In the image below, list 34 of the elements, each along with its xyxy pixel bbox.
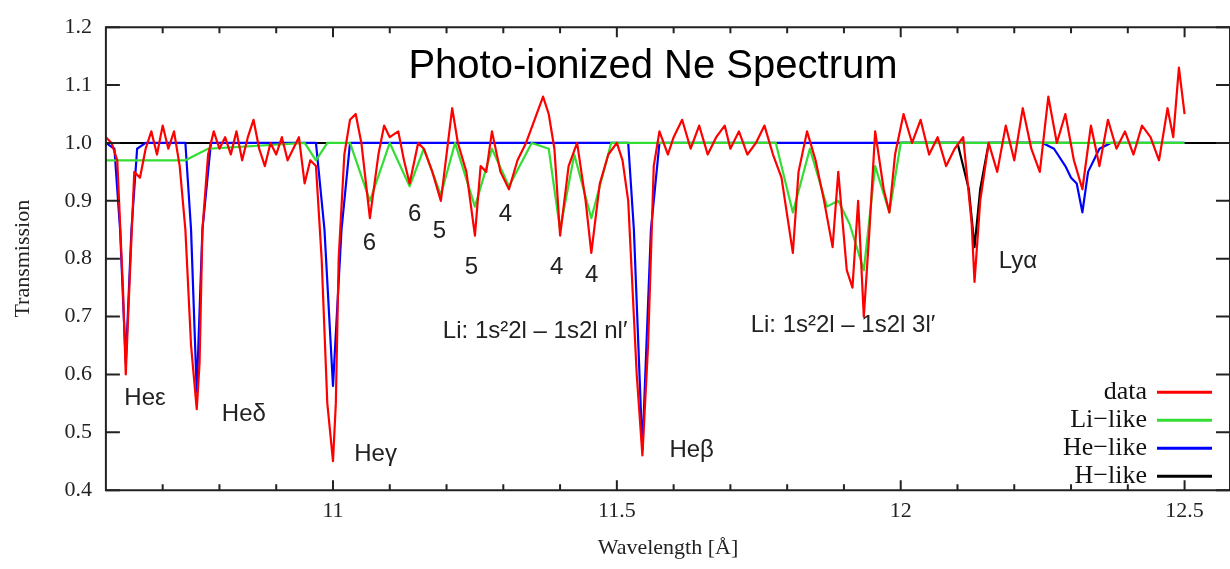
annotation: Li: 1s²2l – 1s2l 3l′ — [750, 309, 936, 337]
y-tick-label: 0.9 — [64, 186, 92, 212]
y-axis-title: Transmission — [8, 199, 34, 318]
y-tick-label: 0.6 — [64, 360, 92, 386]
annotation: 5 — [432, 215, 447, 243]
y-tick-label: 0.4 — [64, 475, 92, 501]
legend-label: H−like — [1074, 460, 1147, 490]
annotation: Heδ — [221, 399, 266, 427]
annotation: 6 — [362, 228, 377, 256]
annotation: 4 — [498, 198, 512, 226]
annotation: Li: 1s²2l – 1s2l nl′ — [442, 315, 628, 343]
annotation: 5 — [464, 252, 479, 280]
x-tick-label: 11 — [322, 497, 344, 523]
legend-label: data — [1103, 376, 1148, 406]
y-tick-label: 1.0 — [64, 128, 92, 154]
x-tick-label: 12 — [889, 497, 912, 523]
y-tick-label: 0.8 — [64, 244, 92, 270]
annotation: Lyα — [998, 246, 1038, 274]
x-tick-label: 12.5 — [1165, 497, 1204, 523]
y-tick-label: 1.2 — [64, 12, 92, 38]
y-tick-label: 1.1 — [64, 70, 92, 96]
y-tick-label: 0.5 — [64, 418, 92, 444]
annotation: 4 — [585, 260, 599, 288]
x-axis-title: Wavelength [Å] — [597, 533, 739, 559]
legend-label: Li−like — [1070, 404, 1147, 434]
annotation: Heε — [124, 383, 166, 411]
chart-title: Photo-ionized Ne Spectrum — [408, 42, 898, 87]
legend-label: He−like — [1063, 432, 1147, 462]
annotation: 4 — [550, 252, 564, 280]
annotation: Heβ — [669, 435, 714, 463]
annotation: 6 — [408, 198, 422, 226]
y-tick-label: 0.7 — [64, 302, 92, 328]
x-tick-label: 11.5 — [598, 497, 636, 523]
annotation: Heγ — [354, 439, 397, 467]
